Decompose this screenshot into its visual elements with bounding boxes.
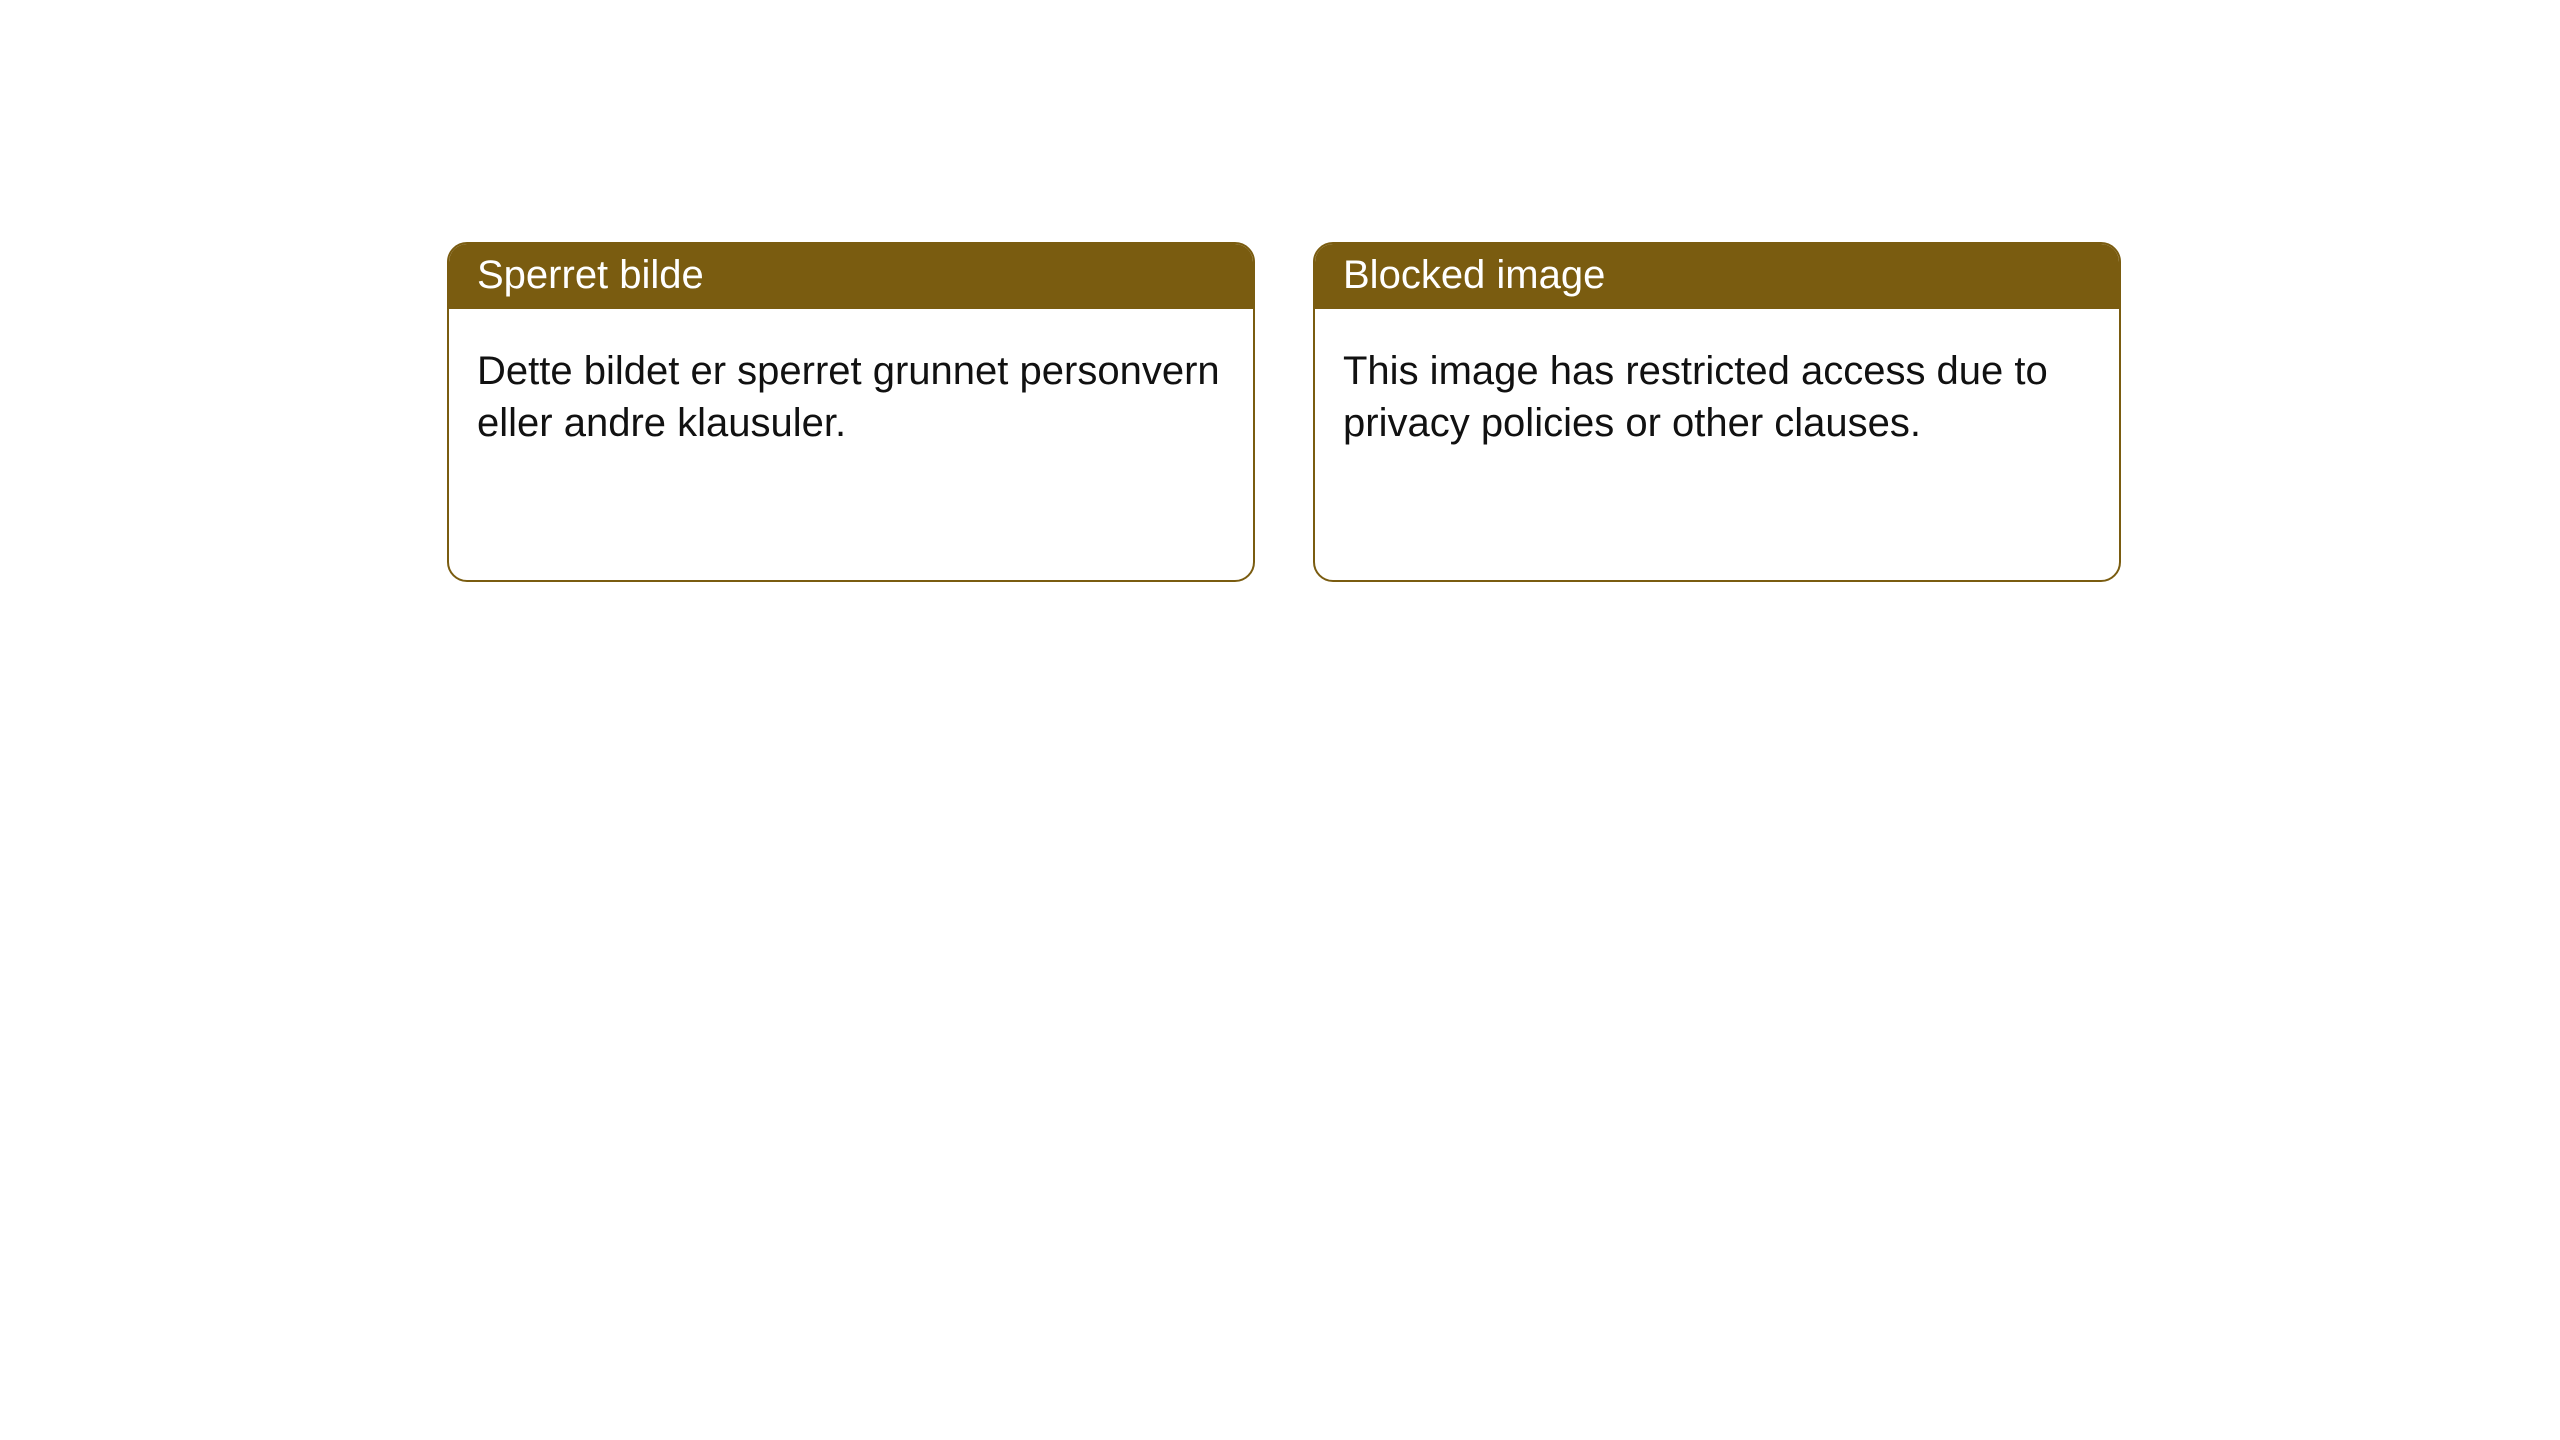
notice-title-en: Blocked image xyxy=(1315,244,2119,309)
blocked-image-notice-en: Blocked image This image has restricted … xyxy=(1313,242,2121,582)
notice-body-en: This image has restricted access due to … xyxy=(1315,309,2119,485)
notice-body-no: Dette bildet er sperret grunnet personve… xyxy=(449,309,1253,485)
notice-title-no: Sperret bilde xyxy=(449,244,1253,309)
blocked-image-notice-no: Sperret bilde Dette bildet er sperret gr… xyxy=(447,242,1255,582)
